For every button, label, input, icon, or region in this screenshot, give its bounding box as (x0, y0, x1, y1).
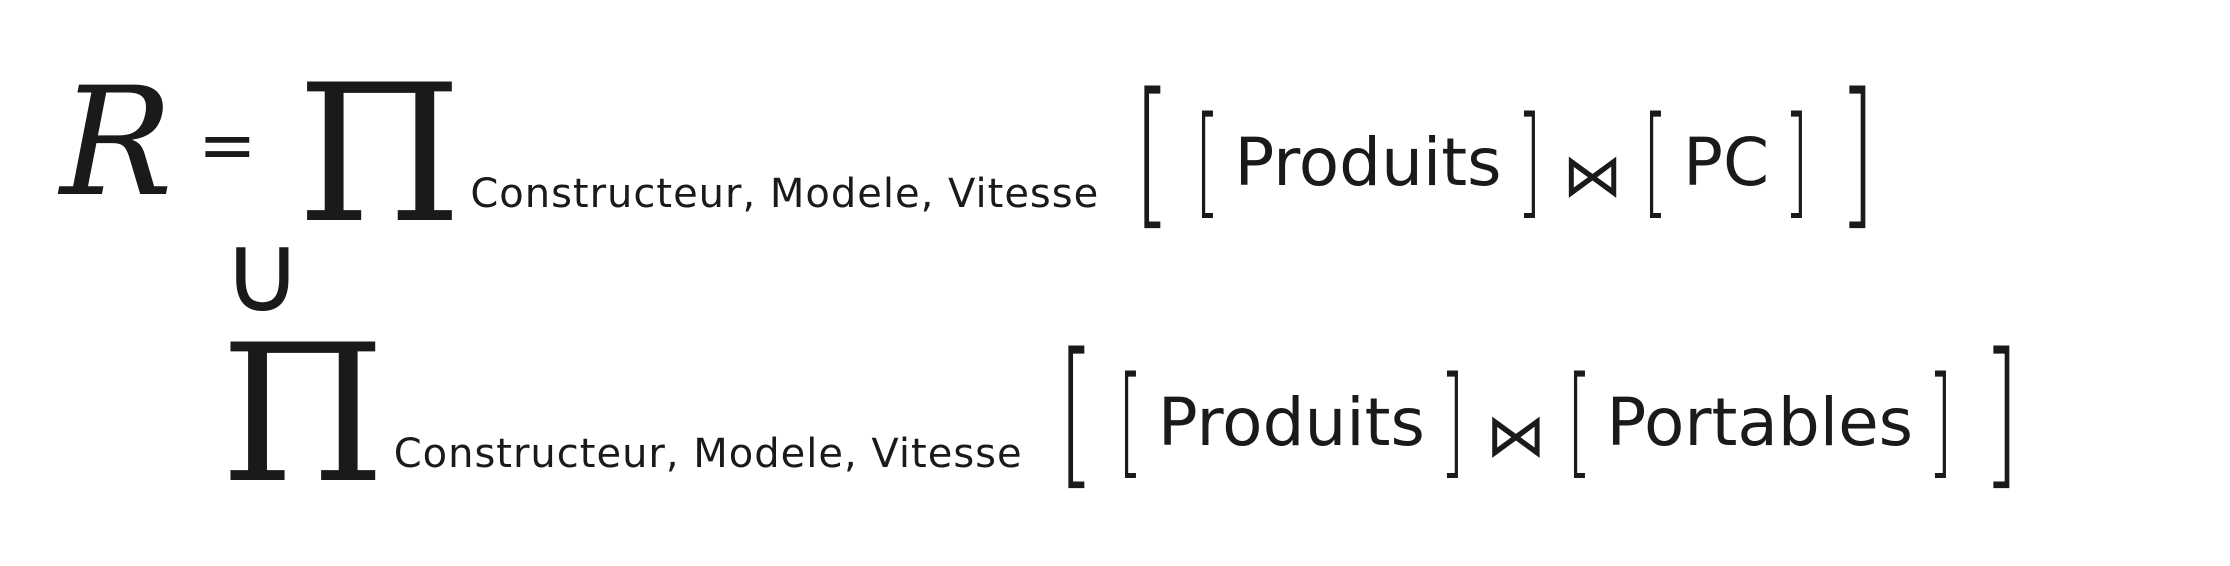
relation-name: PC (1683, 124, 1770, 201)
relation-produits: [ Produits ] (1107, 362, 1476, 482)
bracket-close: ] (1927, 352, 1954, 491)
equation-line-2: Π Constructeur, Modele, Vitesse [ [ Prod… (220, 300, 2032, 525)
natural-join-symbol: ⋈ (1485, 401, 1546, 471)
result-variable: R (60, 56, 173, 230)
bracket-close: ] (1516, 92, 1542, 231)
equals-sign: = (197, 104, 257, 186)
relation-portables: [ Portables ] (1556, 362, 1964, 482)
union-symbol: ∪ (222, 209, 303, 337)
bracket-close: ] (1783, 92, 1810, 231)
projection-attributes: Constructeur, Modele, Vitesse (470, 171, 1100, 217)
bracket-open: [ (1117, 352, 1144, 491)
relation-name: Produits (1234, 124, 1502, 201)
bracket-close: ] (1439, 352, 1466, 491)
bracket-open: [ (1566, 352, 1593, 491)
outer-bracket-close: ] (1838, 58, 1876, 245)
equation-line-1: R = Π Constructeur, Modele, Vitesse [ [ … (60, 40, 1888, 265)
projection-symbol: Π (296, 44, 463, 265)
bracket-open: [ (1642, 92, 1669, 231)
relation-name: Produits (1157, 384, 1425, 461)
projection-symbol: Π (220, 304, 386, 525)
outer-bracket-open: [ (1057, 318, 1095, 505)
projection-attributes: Constructeur, Modele, Vitesse (393, 431, 1023, 477)
outer-bracket-close: ] (1982, 318, 2020, 505)
bracket-open: [ (1194, 92, 1220, 231)
relation-pc: [ PC ] (1632, 102, 1820, 222)
relation-name: Portables (1606, 384, 1914, 461)
outer-bracket-open: [ (1133, 58, 1172, 245)
relation-produits: [ Produits ] (1184, 102, 1553, 222)
natural-join-symbol: ⋈ (1562, 141, 1623, 211)
